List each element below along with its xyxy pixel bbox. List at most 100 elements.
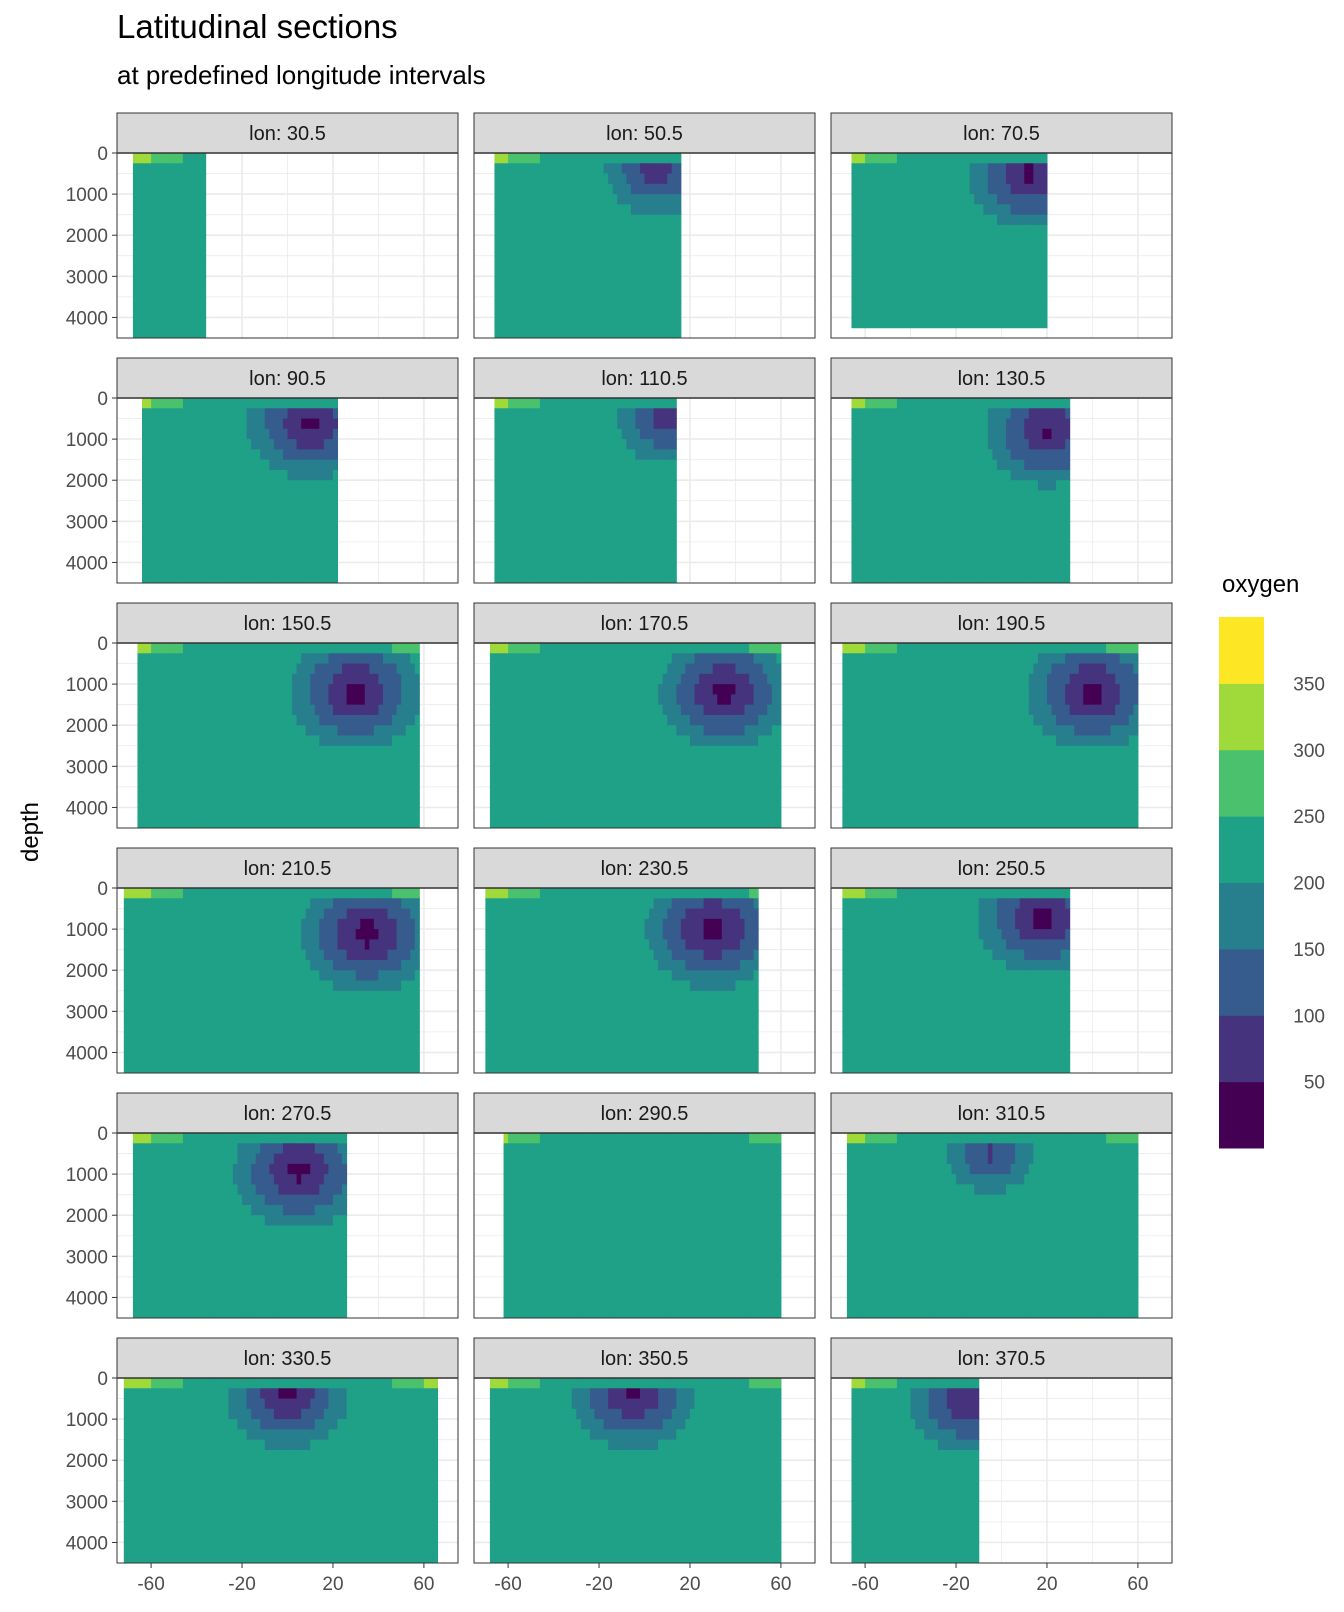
data-cell xyxy=(499,173,505,185)
data-cell xyxy=(296,735,302,747)
data-cell xyxy=(549,541,555,553)
data-cell xyxy=(965,398,971,409)
data-cell xyxy=(160,684,166,695)
data-cell xyxy=(517,214,523,226)
data-cell xyxy=(214,807,220,819)
data-cell xyxy=(278,521,284,533)
data-cell xyxy=(169,807,175,819)
data-cell xyxy=(1015,296,1021,308)
data-cell xyxy=(287,673,293,685)
data-cell xyxy=(305,745,311,757)
data-cell xyxy=(594,317,600,329)
data-cell xyxy=(1042,572,1048,584)
data-cell xyxy=(594,153,600,164)
data-cell xyxy=(1033,480,1039,491)
data-cell xyxy=(662,173,668,185)
data-cell xyxy=(662,245,668,257)
data-cell xyxy=(992,531,998,543)
data-cell xyxy=(196,183,202,195)
data-cell xyxy=(160,714,166,726)
data-cell xyxy=(192,255,198,267)
data-cell xyxy=(1001,398,1007,409)
data-cell xyxy=(630,521,636,533)
data-cell xyxy=(512,511,518,522)
data-cell xyxy=(278,725,284,736)
data-cell xyxy=(992,276,998,288)
data-cell xyxy=(178,224,184,236)
data-cell xyxy=(146,286,152,298)
data-cell xyxy=(228,756,234,767)
data-cell xyxy=(246,449,252,461)
data-cell xyxy=(869,173,875,185)
data-cell xyxy=(878,469,884,481)
data-cell xyxy=(887,245,893,257)
data-cell xyxy=(223,786,229,798)
data-cell xyxy=(1033,500,1039,512)
data-cell xyxy=(942,408,948,420)
data-cell xyxy=(310,643,316,654)
data-cell xyxy=(919,521,925,533)
data-cell xyxy=(282,786,288,798)
data-cell xyxy=(310,531,316,543)
data-cell xyxy=(1001,173,1007,185)
data-cell xyxy=(612,296,618,308)
data-cell xyxy=(255,500,261,512)
data-cell xyxy=(983,214,989,226)
data-cell xyxy=(539,194,545,205)
data-cell xyxy=(155,255,161,267)
data-cell xyxy=(219,714,225,726)
data-cell xyxy=(214,745,220,757)
data-cell xyxy=(287,511,293,522)
data-cell xyxy=(1010,317,1016,329)
data-cell xyxy=(928,541,934,553)
data-cell xyxy=(639,235,645,246)
data-cell xyxy=(956,531,962,543)
data-cell xyxy=(978,307,984,318)
data-cell xyxy=(1051,459,1057,471)
data-cell xyxy=(142,817,148,829)
data-cell xyxy=(580,500,586,512)
data-cell xyxy=(269,643,275,654)
data-cell xyxy=(649,327,655,339)
data-cell xyxy=(562,235,568,246)
data-cell xyxy=(978,266,984,277)
data-cell xyxy=(1015,572,1021,584)
data-cell xyxy=(599,194,605,205)
data-cell xyxy=(585,307,591,318)
data-cell xyxy=(160,163,166,175)
data-cell xyxy=(1046,572,1053,584)
data-cell xyxy=(494,572,500,584)
data-cell xyxy=(594,552,600,563)
data-cell xyxy=(658,562,664,574)
facet-strip xyxy=(473,357,816,399)
data-cell xyxy=(228,684,234,695)
data-cell xyxy=(182,408,188,420)
data-cell xyxy=(178,643,184,654)
data-cell xyxy=(296,490,302,502)
data-cell xyxy=(878,398,884,409)
data-cell xyxy=(196,541,202,553)
data-cell xyxy=(323,439,329,450)
data-cell xyxy=(287,643,293,654)
data-cell xyxy=(151,307,157,318)
data-cell xyxy=(630,572,636,584)
data-cell xyxy=(269,684,275,695)
data-cell xyxy=(924,153,930,164)
data-cell xyxy=(924,286,930,298)
data-cell xyxy=(164,307,170,318)
data-cell xyxy=(332,552,339,563)
data-cell xyxy=(301,459,307,471)
data-cell xyxy=(142,418,148,430)
data-cell xyxy=(639,469,645,481)
data-cell xyxy=(214,725,220,736)
data-cell xyxy=(328,480,334,491)
data-cell xyxy=(621,235,627,246)
data-cell xyxy=(173,307,179,318)
data-cell xyxy=(928,163,934,175)
data-cell xyxy=(851,286,857,298)
data-cell xyxy=(626,276,632,288)
data-cell xyxy=(494,562,500,574)
data-cell xyxy=(242,408,248,420)
data-cell xyxy=(196,714,202,726)
data-cell xyxy=(260,786,266,798)
